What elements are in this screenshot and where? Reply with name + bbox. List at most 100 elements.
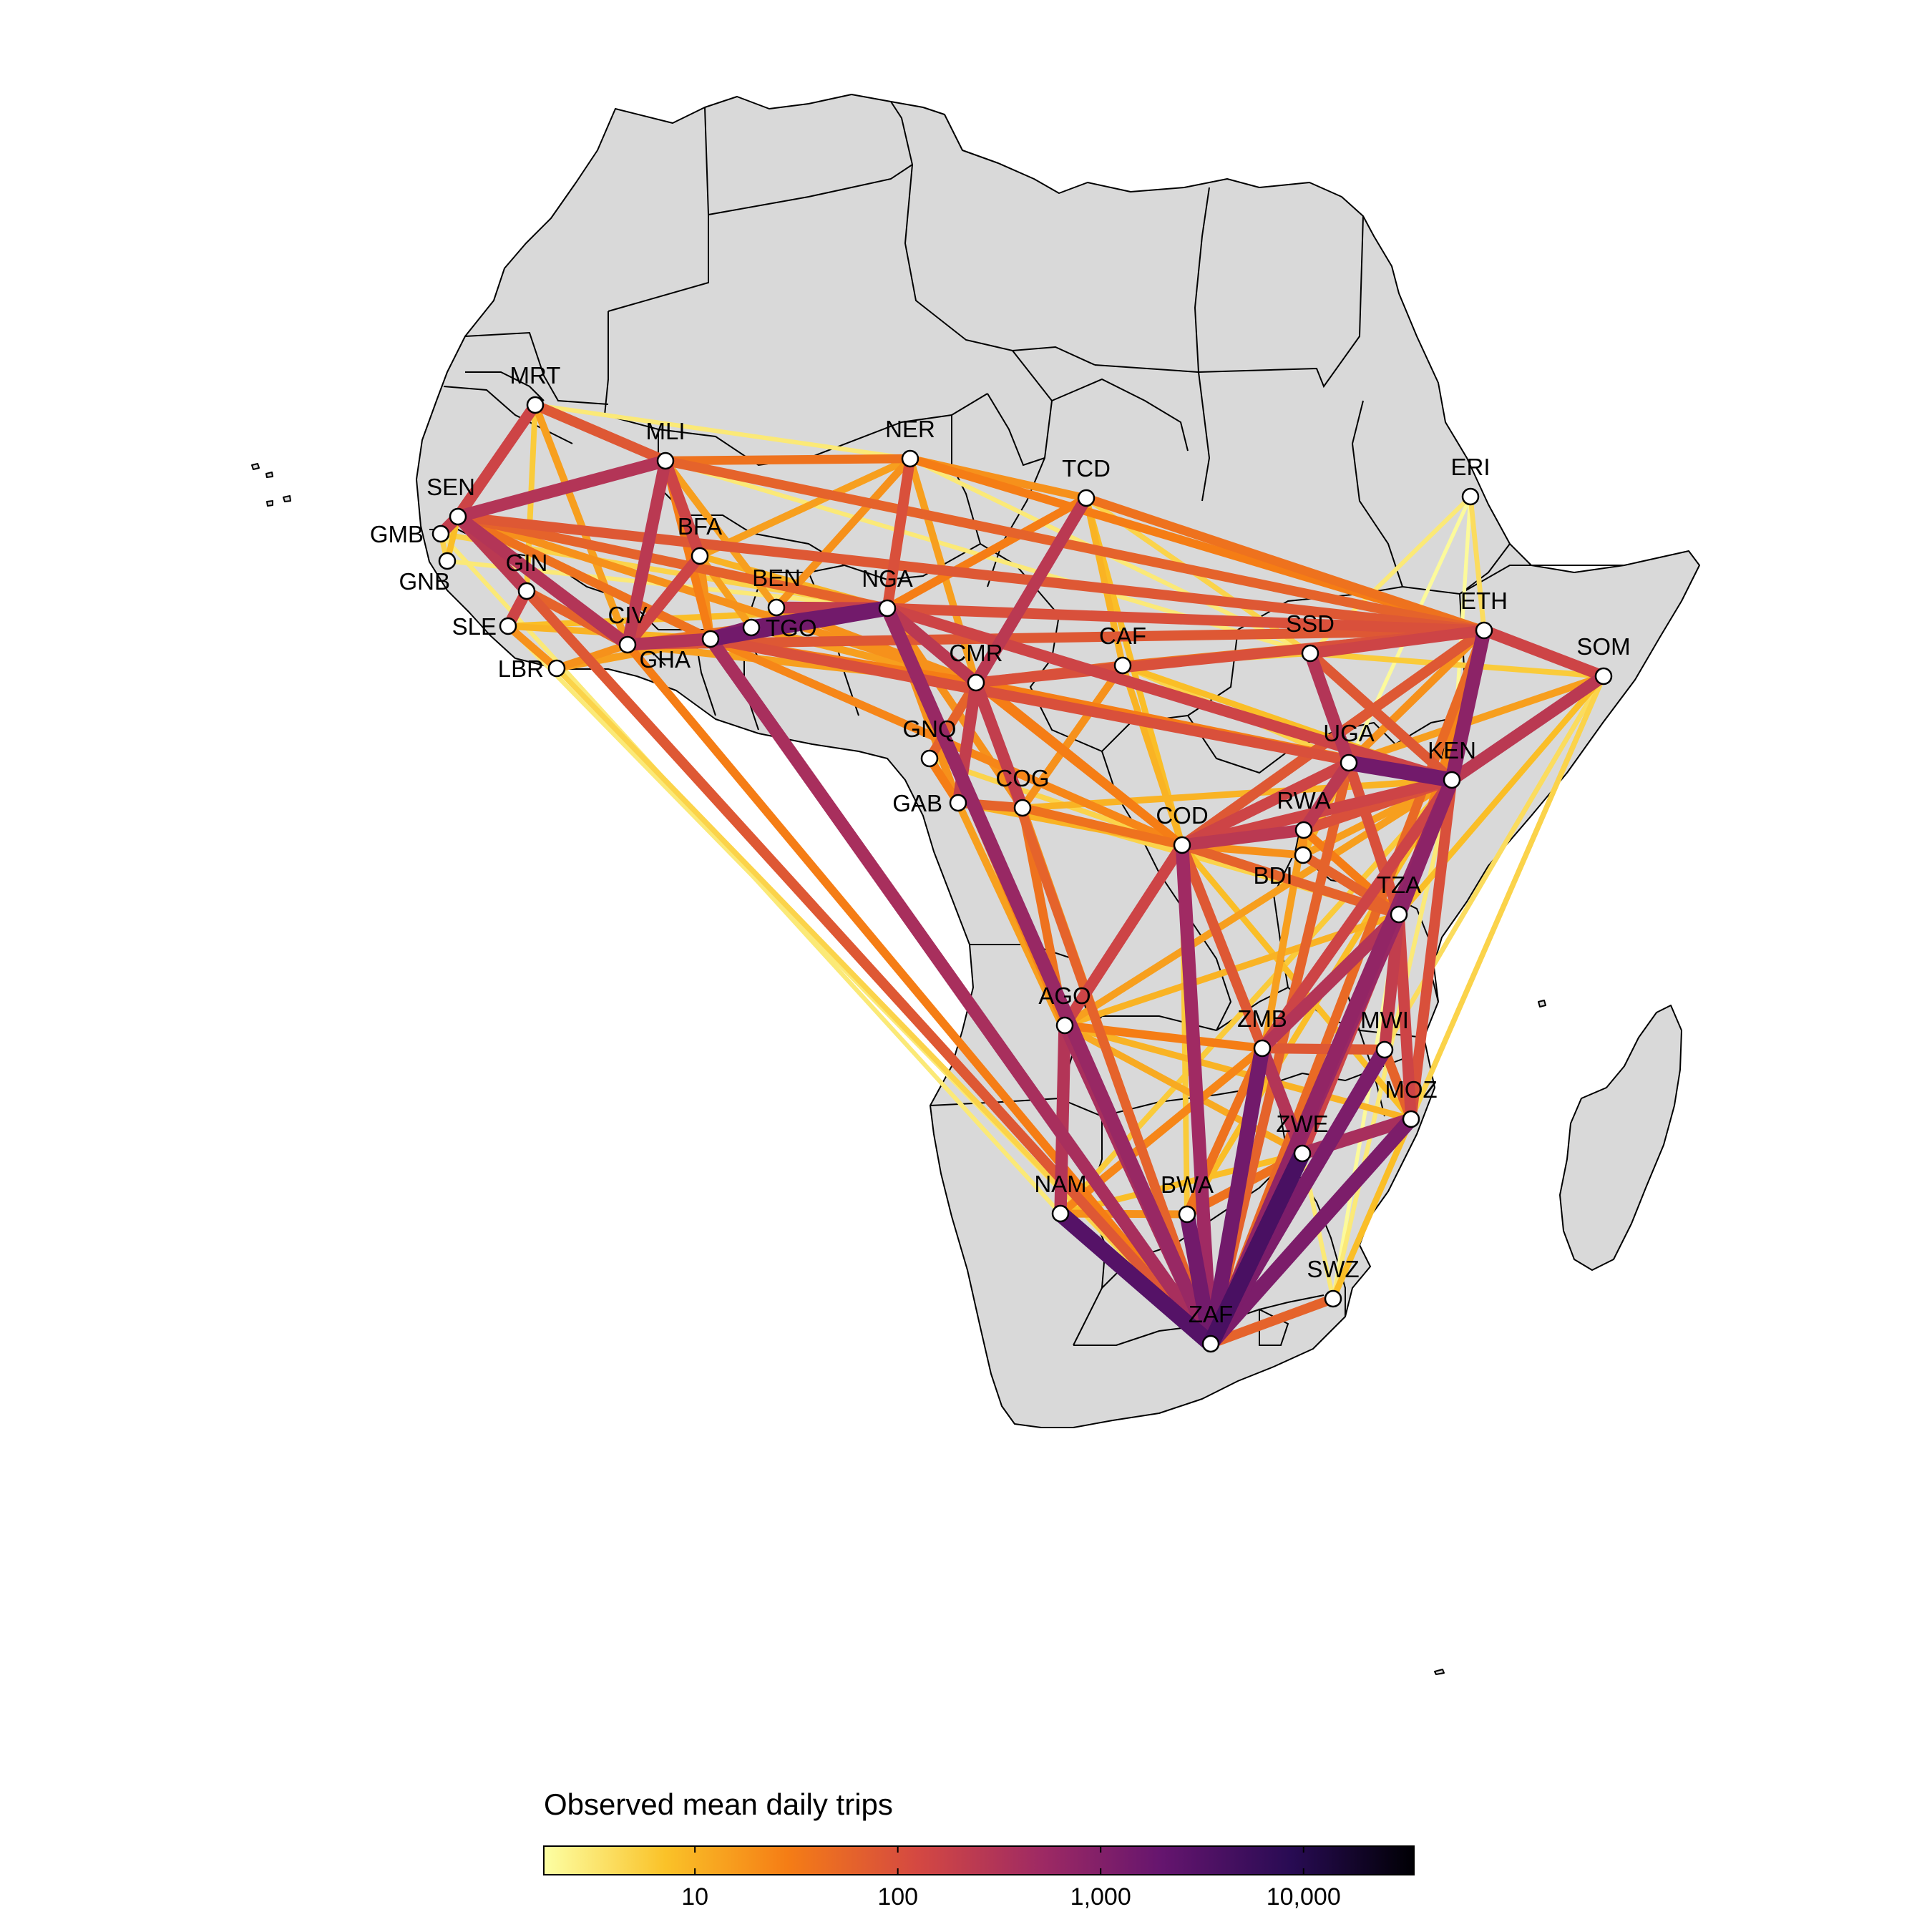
flow-cod-zaf (1175, 838, 1218, 1351)
flow-eth-ken (1445, 623, 1491, 787)
node-rwa (1294, 821, 1313, 839)
flow-zmb-ken (1257, 774, 1458, 1054)
flow-sen-gha (453, 512, 716, 644)
label-tcd: TCD (1062, 455, 1111, 482)
flow-nam-zwe (1057, 1150, 1306, 1217)
label-zmb: ZMB (1237, 1005, 1287, 1032)
label-moz: MOZ (1385, 1076, 1437, 1103)
flow-ago-cod (1059, 839, 1188, 1031)
flow-mli-eth (660, 456, 1489, 635)
legend-title: Observed mean daily trips (544, 1787, 893, 1821)
flow-uga-rwa (1297, 756, 1355, 836)
node-ago (1055, 1016, 1074, 1035)
tick-label: 100 (877, 1883, 918, 1911)
node-gmb (431, 525, 450, 543)
label-gnb: GNB (399, 568, 450, 595)
node-uga (1340, 753, 1358, 772)
flow-tcd-eth (1081, 493, 1489, 635)
node-gha (701, 630, 720, 648)
label-bfa: BFA (678, 513, 722, 540)
label-nam: NAM (1034, 1171, 1086, 1197)
node-gab (949, 794, 967, 812)
flow-ago-ken (1060, 776, 1456, 1030)
label-cog: COG (995, 765, 1049, 791)
label-civ: CIV (608, 602, 647, 628)
socotra (1434, 1669, 1445, 1675)
flow-zmb-zaf (1203, 1040, 1270, 1352)
node-sen (449, 507, 467, 526)
flow-ssd-ken (1304, 648, 1458, 786)
label-caf: CAF (1099, 623, 1146, 649)
flow-nga-cmr (881, 602, 982, 689)
flow-som-moz (1408, 673, 1606, 1122)
label-gab: GAB (892, 790, 942, 816)
tick-label: 10,000 (1267, 1883, 1341, 1911)
node-mrt (526, 396, 545, 414)
node-caf (1113, 656, 1132, 675)
tick-label: 1,000 (1070, 1883, 1131, 1911)
flow-som-eth (1478, 625, 1609, 682)
node-cog (1013, 799, 1032, 817)
label-mrt: MRT (510, 362, 561, 389)
node-zwe (1293, 1144, 1312, 1163)
flow-mrt-mli (530, 399, 671, 467)
node-tgo (742, 618, 761, 637)
flow-gmb-nam (438, 531, 1063, 1216)
flow-sen-civ (452, 510, 634, 651)
label-nga: NGA (862, 565, 913, 592)
flow-sen-eth (452, 511, 1490, 636)
flow-zwe-zaf (1202, 1145, 1311, 1352)
colorbar-ticks: 10 100 1,000 10,000 (681, 1846, 1341, 1911)
cape-verde-2 (265, 472, 273, 478)
label-gnq: GNQ (902, 716, 956, 742)
label-som: SOM (1576, 633, 1630, 660)
node-eri (1461, 487, 1480, 506)
flow-gha-ken (705, 633, 1458, 786)
flow-nga-eth (882, 602, 1490, 636)
label-sen: SEN (426, 474, 475, 500)
flow-swz-zaf (1206, 1294, 1338, 1349)
flow-cod-uga (1176, 757, 1355, 851)
label-bdi: BDI (1253, 862, 1292, 889)
colorbar-legend: Observed mean daily trips 10 100 1,000 10,0… (543, 1787, 1415, 1911)
flow-mrt-civ (531, 401, 632, 649)
flow-eth-ssd (1304, 625, 1490, 659)
node-som (1594, 667, 1613, 686)
node-tcd (1077, 489, 1096, 507)
label-mli: MLI (645, 418, 685, 444)
node-ner (901, 449, 919, 468)
label-cod: COD (1156, 802, 1208, 829)
node-civ (618, 635, 637, 654)
flow-ken-tza (1392, 773, 1459, 922)
flow-tcd-nga (883, 494, 1091, 613)
flow-civ-gha (621, 633, 717, 651)
label-zwe: ZWE (1276, 1111, 1328, 1137)
label-gha: GHA (639, 646, 691, 673)
node-mwi (1375, 1040, 1394, 1059)
flow-civ-mli (621, 454, 672, 651)
label-tza: TZA (1377, 872, 1421, 898)
node-moz (1402, 1110, 1420, 1128)
label-ken: KEN (1428, 737, 1476, 763)
flow-som-uga (1345, 672, 1608, 767)
flow-tza-zmb (1256, 908, 1405, 1055)
cape-verde-3 (283, 495, 291, 502)
flow-civ-eth (622, 625, 1490, 650)
flow-nam-zaf (1052, 1205, 1219, 1352)
node-ben (767, 598, 786, 617)
flow-som-ken (1445, 670, 1610, 786)
node-bfa (691, 547, 709, 565)
flow-cog-cod (1018, 803, 1187, 850)
node-nga (878, 599, 897, 618)
label-mwi: MWI (1360, 1007, 1409, 1033)
flow-cmr-cog (970, 676, 1029, 814)
label-gin: GIN (506, 550, 548, 576)
flow-ken-uga (1341, 755, 1460, 788)
flow-civ-bfa (622, 550, 706, 650)
flow-sen-nga (453, 512, 892, 613)
flow-moz-zaf (1203, 1111, 1419, 1352)
flow-mli-ner (660, 454, 915, 466)
flow-sen-cmr (454, 512, 980, 687)
label-eri: ERI (1450, 454, 1490, 480)
